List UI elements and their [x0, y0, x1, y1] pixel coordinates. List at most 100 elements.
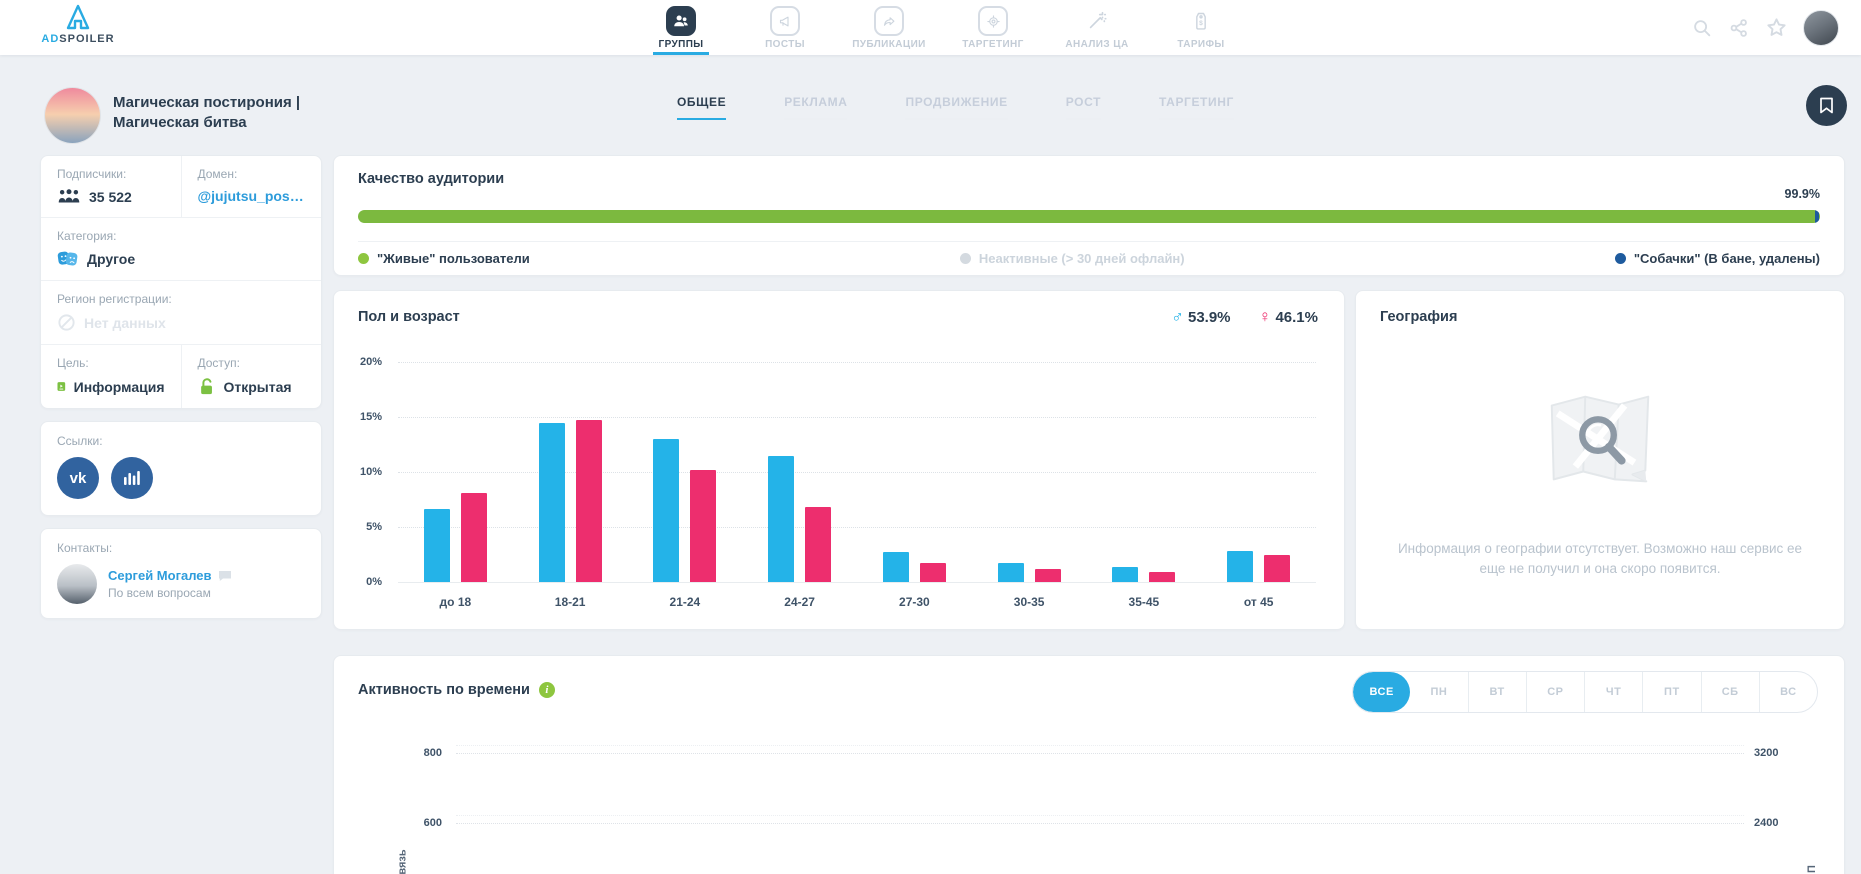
nav-item-targeting[interactable]: ТАРГЕТИНГ	[941, 0, 1045, 55]
nav-label: ПУБЛИКАЦИИ	[852, 39, 926, 50]
nav-label: ГРУППЫ	[658, 39, 704, 50]
legend-item: "Живые" пользователи	[358, 251, 530, 266]
tab-general[interactable]: ОБЩЕЕ	[677, 95, 727, 120]
star-icon[interactable]	[1765, 16, 1788, 39]
no-data-icon	[58, 314, 75, 331]
contact-role: По всем вопросам	[108, 586, 211, 600]
category-label: 30-35	[1013, 595, 1045, 609]
category-labels: до 18 18-21 21-24 24-27 27-30 30-35 35-45 от 45	[398, 595, 1316, 609]
gender-totals: ♂ 53.9% ♀ 46.1%	[1171, 307, 1318, 327]
bar-male	[653, 439, 680, 582]
group-info-card: Подписчики: 35 522 Домен: @jujutsu_posti…	[40, 155, 322, 409]
day-tab-wed[interactable]: СР	[1527, 672, 1585, 712]
sidebar: Подписчики: 35 522 Домен: @jujutsu_posti…	[40, 155, 322, 874]
activity-title: Активность по времени i	[358, 682, 555, 698]
bar-group	[513, 362, 628, 582]
tab-advertising[interactable]: РЕКЛАМА	[784, 95, 848, 120]
geography-card: География Информация о географии отсутст…	[1355, 290, 1845, 630]
y-axis-tick: 15%	[359, 411, 382, 423]
category-label: 24-27	[784, 595, 815, 609]
bar-group	[628, 362, 743, 582]
activity-card: Активность по времени i ВСЕ ПН ВТ СР ЧТ …	[333, 655, 1845, 874]
bookmark-button[interactable]	[1806, 85, 1847, 126]
category-label: 18-21	[554, 595, 586, 609]
gridline	[456, 815, 1744, 816]
bar-chart-icon	[124, 471, 140, 485]
svg-text:$: $	[1199, 20, 1203, 27]
target-icon	[978, 6, 1008, 36]
bar-female	[690, 469, 717, 582]
bar-female	[805, 507, 832, 582]
nav-item-groups[interactable]: ГРУППЫ	[629, 0, 733, 55]
logo-text: ADSPOILER	[41, 33, 115, 45]
day-tab-sun[interactable]: ВС	[1780, 686, 1797, 698]
tab-promotion[interactable]: ПРОДВИЖЕНИЕ	[905, 95, 1008, 120]
bar-male	[423, 509, 450, 582]
magic-wand-icon	[1082, 6, 1112, 36]
user-avatar[interactable]	[1803, 9, 1839, 46]
bar-female	[1149, 572, 1176, 582]
stats-link-icon[interactable]	[111, 457, 153, 499]
category-label: 21-24	[669, 595, 701, 609]
geography-title: География	[1380, 309, 1458, 325]
domain-link[interactable]: @jujutsu_postiron...	[197, 188, 306, 204]
day-tab-mon[interactable]: ПН	[1410, 672, 1469, 712]
female-icon: ♀	[1258, 307, 1272, 326]
day-tab-all[interactable]: ВСЕ	[1353, 672, 1411, 712]
subscribers-cell: Подписчики: 35 522	[41, 156, 181, 217]
nav-label: ПОСТЫ	[765, 39, 805, 50]
region-cell: Регион регистрации: Нет данных	[41, 281, 321, 344]
y-axis-labels: 0% 5% 10% 15% 20%	[348, 356, 390, 588]
bar-male	[997, 563, 1024, 582]
share-nodes-icon[interactable]	[1728, 17, 1750, 39]
gridline	[456, 823, 1744, 824]
nav-item-audience-analysis[interactable]: АНАЛИЗ ЦА	[1045, 0, 1149, 55]
male-total: ♂ 53.9%	[1171, 307, 1231, 326]
gender-age-plot: до 18 18-21 21-24 24-27 27-30 30-35 35-45 от 45	[398, 362, 1316, 609]
price-tag-icon: $	[1186, 6, 1216, 36]
bar-male	[768, 455, 795, 582]
share-arrow-icon	[874, 6, 904, 36]
audience-quality-legend: "Живые" пользователи Неактивные (> 30 дне…	[358, 241, 1820, 275]
map-placeholder-icon	[1536, 383, 1664, 495]
tab-growth[interactable]: РОСТ	[1065, 95, 1101, 120]
subscribers-icon	[58, 189, 80, 203]
top-nav: ADSPOILER ГРУППЫ ПОСТЫ ПУБЛИКАЦИИ ТАРГЕТ…	[0, 0, 1861, 55]
bar-female	[919, 563, 946, 582]
search-icon[interactable]	[1691, 17, 1713, 39]
y-axis-tick: 20%	[359, 356, 382, 368]
day-tab-tue[interactable]: ВТ	[1469, 672, 1527, 712]
legend-label: "Живые" пользователи	[377, 251, 530, 266]
goal-icon	[57, 382, 66, 391]
bar-female	[460, 492, 487, 582]
y-axis-tick: 0%	[366, 576, 382, 588]
links-label: Ссылки:	[57, 434, 103, 448]
category-label: 27-30	[899, 595, 930, 609]
group-avatar[interactable]	[45, 88, 100, 143]
day-tab-thu[interactable]: ЧТ	[1585, 672, 1644, 712]
left-axis-tick: 800	[423, 747, 442, 759]
day-tab-fri[interactable]: ПТ	[1643, 672, 1702, 712]
nav-item-posts[interactable]: ПОСТЫ	[733, 0, 837, 55]
tab-targeting[interactable]: ТАРГЕТИНГ	[1159, 95, 1234, 120]
gridline	[398, 362, 1316, 363]
groups-icon	[666, 6, 696, 36]
bar-female	[1264, 554, 1291, 582]
group-header: Магическая постирония | Магическая битва…	[0, 55, 1861, 151]
bar-female	[1034, 568, 1061, 582]
contact-name-link[interactable]: Сергей Могалев	[108, 568, 232, 583]
gridline	[456, 753, 1744, 754]
day-tab-sat[interactable]: СБ	[1702, 672, 1760, 712]
contact-item: Сергей Могалев По всем вопросам	[57, 564, 305, 604]
links-card: Ссылки: vk	[40, 421, 322, 516]
region-label: Регион регистрации:	[57, 292, 172, 306]
adspoiler-logo[interactable]: ADSPOILER	[38, 4, 118, 45]
nav-item-publications[interactable]: ПУБЛИКАЦИИ	[837, 0, 941, 55]
nav-item-tariffs[interactable]: $ ТАРИФЫ	[1149, 0, 1253, 55]
contact-avatar[interactable]	[57, 564, 97, 604]
info-icon[interactable]: i	[538, 682, 555, 698]
vk-link-icon[interactable]: vk	[57, 457, 99, 499]
chat-bubble-icon	[218, 570, 231, 581]
gridline	[398, 472, 1316, 473]
logo-triangle-icon	[66, 4, 90, 30]
